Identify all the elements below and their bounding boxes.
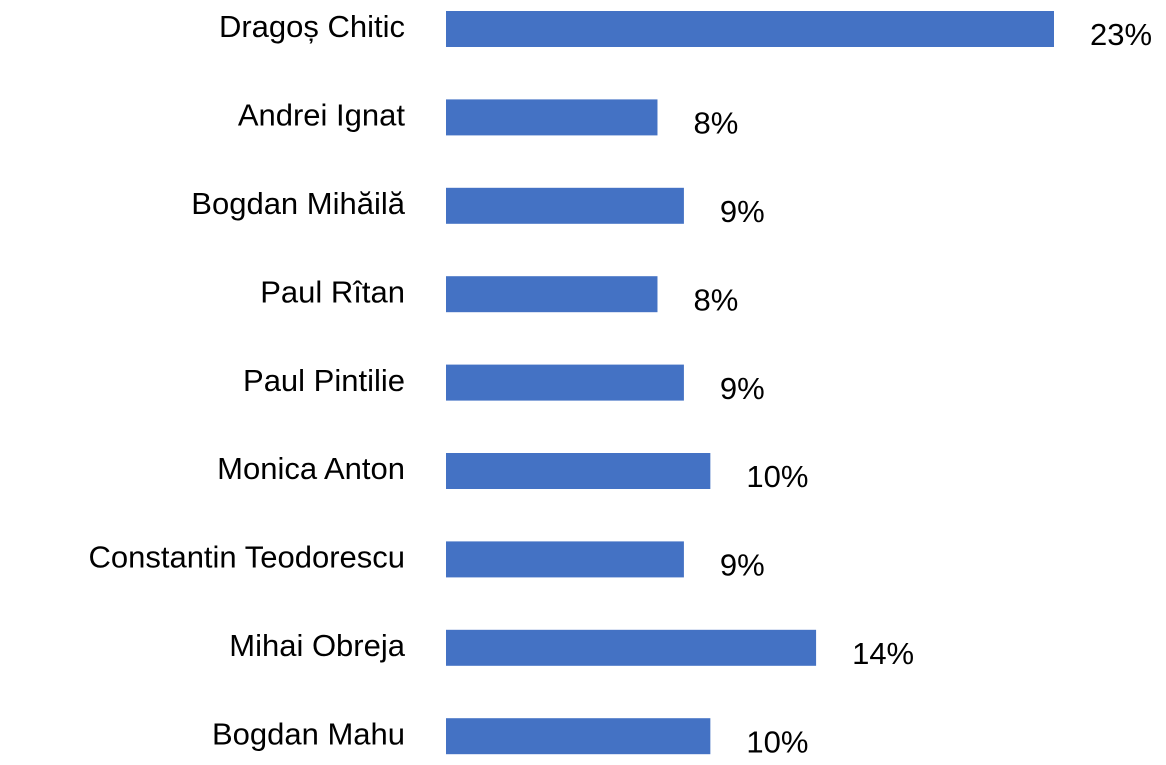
value-label: 8% <box>693 282 738 317</box>
bar <box>446 11 1054 47</box>
bar <box>446 187 684 224</box>
category-label: Andrei Ignat <box>238 98 406 133</box>
category-label: Bogdan Mahu <box>212 716 405 751</box>
value-label: 9% <box>720 548 765 583</box>
category-label: Dragoș Chitic <box>219 9 405 44</box>
category-label: Paul Rîtan <box>260 274 405 309</box>
category-label: Bogdan Mihăilă <box>191 186 405 221</box>
bar <box>446 99 658 136</box>
bar <box>446 364 684 401</box>
category-label: Monica Anton <box>217 451 405 486</box>
value-label: 9% <box>720 194 765 229</box>
bar <box>446 629 817 666</box>
category-label: Mihai Obreja <box>229 628 405 663</box>
value-label: 10% <box>746 459 808 494</box>
value-label: 8% <box>693 106 738 141</box>
bar <box>446 541 684 578</box>
value-label: 14% <box>852 636 914 671</box>
bar <box>446 718 711 755</box>
value-label: 9% <box>720 371 765 406</box>
value-label: 23% <box>1090 17 1152 52</box>
category-label: Paul Pintilie <box>243 363 405 398</box>
bar <box>446 453 711 489</box>
bar <box>446 276 658 313</box>
value-label: 10% <box>746 724 808 759</box>
category-label: Constantin Teodorescu <box>88 540 405 575</box>
